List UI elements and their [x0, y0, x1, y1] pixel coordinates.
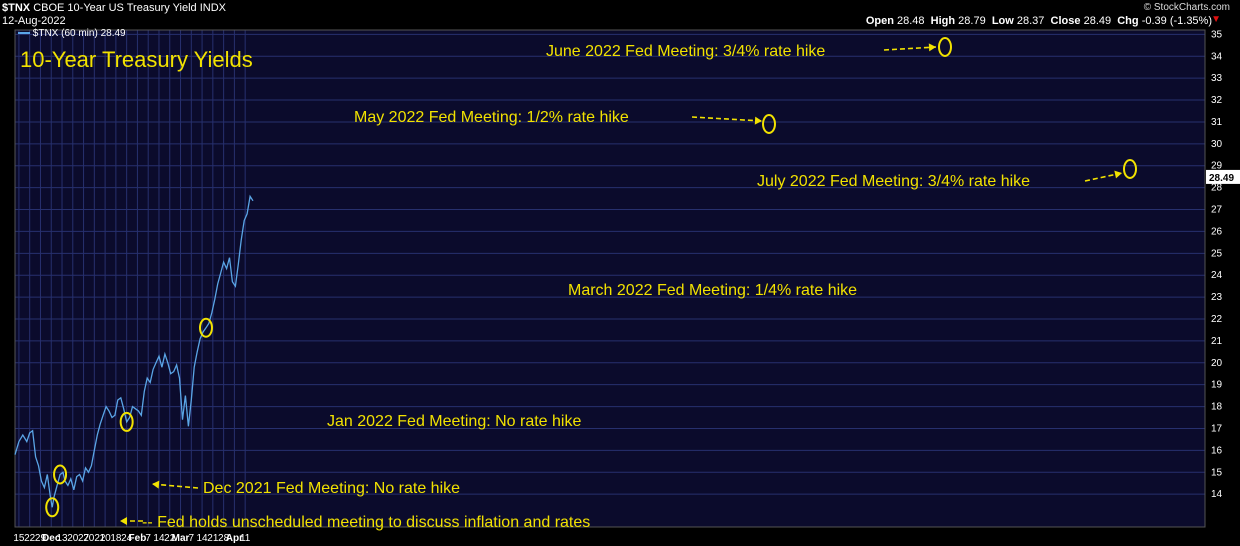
annotation-jun-2022: June 2022 Fed Meeting: 3/4% rate hike: [546, 37, 952, 60]
annotation-arrow-line: [691, 116, 763, 122]
y-tick-label: 31: [1211, 117, 1223, 128]
x-tick-label: 14: [197, 533, 209, 544]
y-tick-label: 20: [1211, 358, 1223, 369]
y-tick-label: 21: [1211, 336, 1223, 347]
x-tick-label: 22: [164, 533, 176, 544]
x-tick-label: 14: [153, 533, 165, 544]
y-tick-label: 14: [1211, 489, 1223, 500]
y-tick-label: 34: [1211, 51, 1223, 62]
annotation-label: June 2022 Fed Meeting: 3/4% rate hike: [546, 43, 825, 60]
y-tick-label: 32: [1211, 95, 1223, 106]
annotation-label: Jan 2022 Fed Meeting: No rate hike: [327, 413, 581, 430]
x-tick-label: 27: [78, 533, 90, 544]
y-tick-label: 33: [1211, 73, 1223, 84]
y-tick-label: 19: [1211, 380, 1223, 391]
y-tick-label: 29: [1211, 161, 1223, 172]
x-tick-label: Feb: [129, 533, 147, 544]
y-tick-label: 24: [1211, 270, 1223, 281]
annotation-arrow-line: [1084, 172, 1123, 182]
legend-line-icon: [18, 32, 30, 35]
price-series-line: [14, 194, 254, 508]
symbol: $TNX: [2, 2, 31, 14]
plot-frame: [14, 29, 1206, 528]
x-tick-label: Dec: [42, 533, 61, 544]
y-tick-label: 35: [1211, 29, 1223, 40]
annotation-arrowhead-icon: [928, 43, 936, 52]
chart-date: 12-Aug-2022: [2, 15, 66, 27]
annotation-label: -- Fed holds unscheduled meeting to disc…: [142, 514, 590, 531]
annotation-arrowhead-icon: [754, 116, 762, 125]
annotation-label: July 2022 Fed Meeting: 3/4% rate hike: [757, 173, 1030, 190]
y-tick-label: 25: [1211, 248, 1223, 259]
y-tick-label: 30: [1211, 139, 1223, 150]
annotation-label: Dec 2021 Fed Meeting: No rate hike: [203, 480, 460, 497]
plot-area: [15, 30, 1205, 527]
annotation-marker-circle: [119, 411, 134, 432]
x-tick-label: 7: [189, 533, 195, 544]
x-tick-label: 7: [145, 533, 151, 544]
y-tick-label: 18: [1211, 402, 1223, 413]
ohlc-readout: Open 28.48 High 28.79 Low 28.37 Close 28…: [865, 15, 1212, 27]
annotation-label: May 2022 Fed Meeting: 1/2% rate hike: [354, 109, 629, 126]
annotation-marker-circle: [45, 497, 60, 518]
x-tick-label: 20: [67, 533, 79, 544]
x-tick-label: 29: [35, 533, 47, 544]
y-tick-label: 27: [1211, 205, 1223, 216]
annotation-arrowhead-icon: [120, 517, 127, 525]
watermark: © StockCharts.com: [1143, 2, 1230, 13]
exchange: INDX: [199, 2, 226, 14]
x-tick-label: 13: [56, 533, 68, 544]
x-tick-label: 28: [218, 533, 230, 544]
annotation-marker-circle: [53, 464, 68, 485]
annotation-marker-circle: [1123, 159, 1137, 179]
chg-down-arrow-icon: ▼: [1211, 14, 1221, 25]
x-tick-label: 22: [24, 533, 36, 544]
x-tick-label: 21: [207, 533, 219, 544]
x-tick-label: Mar: [172, 533, 190, 544]
annotation-dec-unscheduled: -- Fed holds unscheduled meeting to disc…: [45, 497, 590, 531]
annotation-jan-2022: Jan 2022 Fed Meeting: No rate hike: [119, 411, 581, 432]
annotation-marker-circle: [198, 317, 213, 338]
annotation-mar-2022: March 2022 Fed Meeting: 1/4% rate hike: [198, 282, 857, 338]
legend: $TNX (60 min) 28.49: [18, 28, 126, 39]
annotation-arrow-line: [883, 46, 937, 51]
y-tick-label: 15: [1211, 467, 1223, 478]
y-tick-label: 28: [1211, 183, 1223, 194]
y-tick-label: 22: [1211, 314, 1223, 325]
y-tick-label: 23: [1211, 292, 1223, 303]
symbol-description: CBOE 10-Year US Treasury Yield: [33, 2, 197, 14]
annotation-marker-circle: [938, 37, 952, 57]
annotation-jul-2022: July 2022 Fed Meeting: 3/4% rate hike: [757, 159, 1137, 190]
header-symbol-line: $TNX CBOE 10-Year US Treasury Yield INDX: [2, 2, 226, 14]
annotation-arrowhead-icon: [1114, 170, 1122, 179]
y-tick-label: 16: [1211, 445, 1223, 456]
x-tick-label: 18: [110, 533, 122, 544]
x-tick-label: 2022: [83, 533, 106, 544]
last-price-label: 28.49: [1209, 173, 1234, 184]
y-tick-label: 26: [1211, 226, 1223, 237]
annotation-label: March 2022 Fed Meeting: 1/4% rate hike: [568, 282, 857, 299]
last-price-box: [1206, 169, 1240, 184]
annotation-arrowhead-icon: [152, 480, 160, 489]
annotation-dec-2021: Dec 2021 Fed Meeting: No rate hike: [53, 464, 460, 497]
chart-title: 10-Year Treasury Yields: [20, 47, 253, 72]
x-tick-label: 24: [121, 533, 133, 544]
x-tick-label: 15: [13, 533, 25, 544]
x-tick-label: Apr: [226, 533, 243, 544]
annotation-marker-circle: [762, 114, 776, 134]
x-tick-label: 11: [240, 533, 251, 544]
y-tick-label: 17: [1211, 423, 1223, 434]
annotation-may-2022: May 2022 Fed Meeting: 1/2% rate hike: [354, 109, 776, 134]
x-tick-label: 10: [100, 533, 112, 544]
